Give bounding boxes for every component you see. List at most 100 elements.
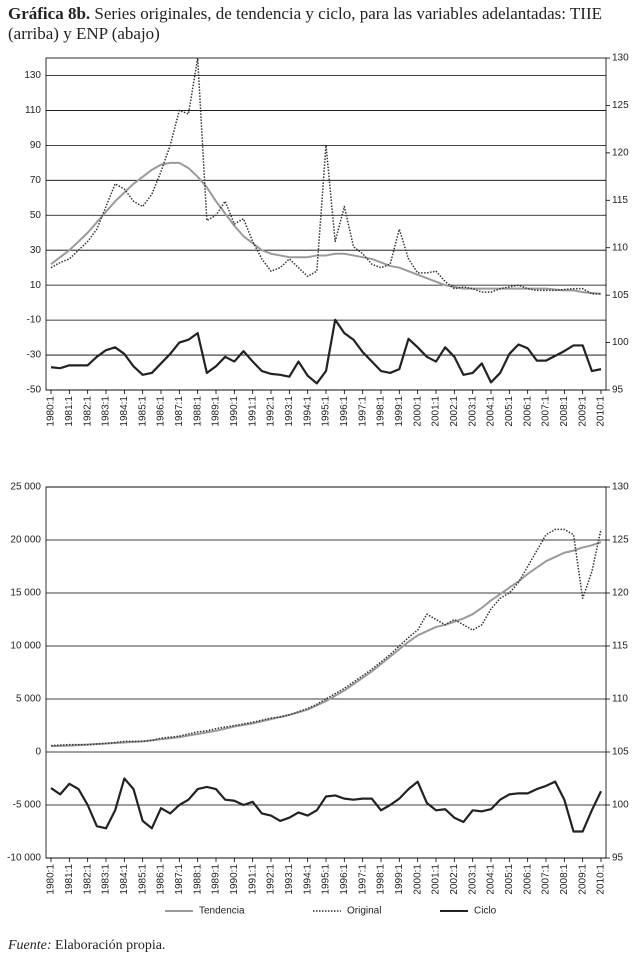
- y-tick-label: 0: [35, 747, 41, 758]
- x-tick-label: 2004:1: [486, 864, 497, 895]
- x-tick-label: 1990:1: [229, 864, 240, 895]
- x-tick-label: 1993:1: [284, 864, 295, 895]
- y-tick-label: 20 000: [10, 535, 41, 546]
- legend-label: Ciclo: [474, 906, 497, 917]
- y2-tick-label: 100: [612, 337, 629, 348]
- y2-tick-label: 130: [612, 53, 629, 64]
- y-tick-label: -5 000: [13, 800, 42, 811]
- x-tick-label: 1980:1: [46, 864, 57, 895]
- x-tick-label: 2001:1: [431, 396, 442, 427]
- series-line: [50, 541, 602, 748]
- x-tick-label: 2007:1: [541, 396, 552, 427]
- x-tick-label: 2010:1: [596, 396, 607, 427]
- x-tick-label: 2000:1: [412, 396, 423, 427]
- x-tick-label: 1985:1: [137, 396, 148, 427]
- source: Fuente: Elaboración propia.: [8, 938, 165, 954]
- y-tick-label: 50: [30, 210, 42, 221]
- x-tick-label: 1998:1: [376, 864, 387, 895]
- y-tick-label: -30: [27, 350, 42, 361]
- x-tick-label: 2010:1: [596, 864, 607, 895]
- y-tick-label: -50: [27, 385, 42, 396]
- x-tick-label: 2007:1: [541, 864, 552, 895]
- x-tick-label: 1997:1: [357, 396, 368, 427]
- x-tick-label: 1984:1: [119, 864, 130, 895]
- y-tick-label: 110: [25, 105, 41, 116]
- x-tick-label: 2005:1: [504, 864, 515, 895]
- title-label: Gráfica 8b.: [8, 4, 91, 23]
- x-tick-label: 2003:1: [467, 396, 478, 427]
- y-tick-label: 130: [24, 70, 41, 81]
- x-tick-label: 1982:1: [82, 396, 93, 427]
- x-tick-label: 1992:1: [266, 396, 277, 427]
- y-tick-label: 10: [30, 280, 42, 291]
- x-tick-label: 1991:1: [247, 396, 258, 427]
- x-tick-label: 2006:1: [522, 396, 533, 427]
- x-tick-label: 1991:1: [247, 864, 258, 895]
- x-tick-label: 1982:1: [82, 864, 93, 895]
- x-tick-label: 1993:1: [284, 396, 295, 427]
- x-tick-label: 1981:1: [64, 864, 75, 895]
- x-tick-label: 1988:1: [192, 396, 203, 427]
- x-tick-label: 1996:1: [339, 864, 350, 895]
- charts: -50 -30 -10 10 30 50 70 90 110 130 95 100 105 110 115 1…: [7, 53, 629, 917]
- legend-label: Original: [347, 906, 381, 917]
- y-tick-label: 25 000: [10, 482, 41, 493]
- x-tick-label: 1998:1: [376, 396, 387, 427]
- x-tick-label: 2002:1: [449, 864, 460, 895]
- y-tick-label: 70: [30, 175, 42, 186]
- x-tick-label: 1989:1: [211, 864, 222, 895]
- x-tick-label: 1980:1: [46, 396, 57, 427]
- y2-tick-label: 125: [612, 100, 629, 111]
- source-label: Fuente:: [8, 938, 52, 953]
- y2-tick-label: 105: [612, 747, 629, 758]
- x-tick-label: 1997:1: [357, 864, 368, 895]
- y-tick-label: 15 000: [10, 588, 41, 599]
- x-tick-label: 2009:1: [577, 396, 588, 427]
- y2-tick-label: 95: [612, 853, 624, 864]
- y2-tick-label: 95: [612, 385, 624, 396]
- x-tick-label: 1986:1: [156, 864, 167, 895]
- x-tick-label: 1984:1: [119, 396, 130, 427]
- y-tick-label: 30: [30, 245, 42, 256]
- y2-tick-label: 110: [612, 242, 628, 253]
- title-text: Series originales, de tendencia y ciclo,…: [8, 4, 602, 43]
- plot-frame: [45, 486, 607, 859]
- title: Gráfica 8b. Series originales, de tenden…: [8, 4, 628, 44]
- y-tick-label: -10: [27, 315, 42, 326]
- x-tick-label: 1988:1: [192, 864, 203, 895]
- y2-tick-label: 105: [612, 290, 629, 301]
- x-tick-label: 2004:1: [486, 396, 497, 427]
- x-tick-label: 1995:1: [321, 396, 332, 427]
- series-line: [50, 318, 602, 385]
- y2-tick-label: 125: [612, 535, 629, 546]
- x-tick-label: 1983:1: [101, 396, 112, 427]
- x-tick-label: 1995:1: [321, 864, 332, 895]
- x-tick-label: 1990:1: [229, 396, 240, 427]
- x-tick-label: 2009:1: [577, 864, 588, 895]
- y-tick-label: 10 000: [10, 641, 41, 652]
- x-tick-label: 1989:1: [211, 396, 222, 427]
- y-tick-label: 90: [30, 140, 42, 151]
- x-tick-label: 2001:1: [431, 864, 442, 895]
- legend-label: Tendencia: [199, 906, 245, 917]
- x-tick-label: 1987:1: [174, 864, 185, 895]
- x-tick-label: 2006:1: [522, 864, 533, 895]
- x-tick-label: 2002:1: [449, 396, 460, 427]
- y-tick-label: -10 000: [7, 853, 41, 864]
- y2-tick-label: 120: [612, 588, 629, 599]
- source-text: Elaboración propia.: [55, 938, 166, 953]
- x-tick-label: 2008:1: [559, 864, 570, 895]
- x-tick-label: 2005:1: [504, 396, 515, 427]
- x-tick-label: 1981:1: [64, 396, 75, 427]
- x-tick-label: 2008:1: [559, 396, 570, 427]
- x-tick-label: 1999:1: [394, 396, 405, 427]
- y2-tick-label: 100: [612, 800, 629, 811]
- plot-frame: [45, 57, 607, 391]
- y2-tick-label: 130: [612, 482, 629, 493]
- x-tick-label: 1987:1: [174, 396, 185, 427]
- y2-tick-label: 115: [612, 195, 628, 206]
- y2-tick-label: 115: [612, 641, 628, 652]
- x-tick-label: 1983:1: [101, 864, 112, 895]
- x-tick-label: 1985:1: [137, 864, 148, 895]
